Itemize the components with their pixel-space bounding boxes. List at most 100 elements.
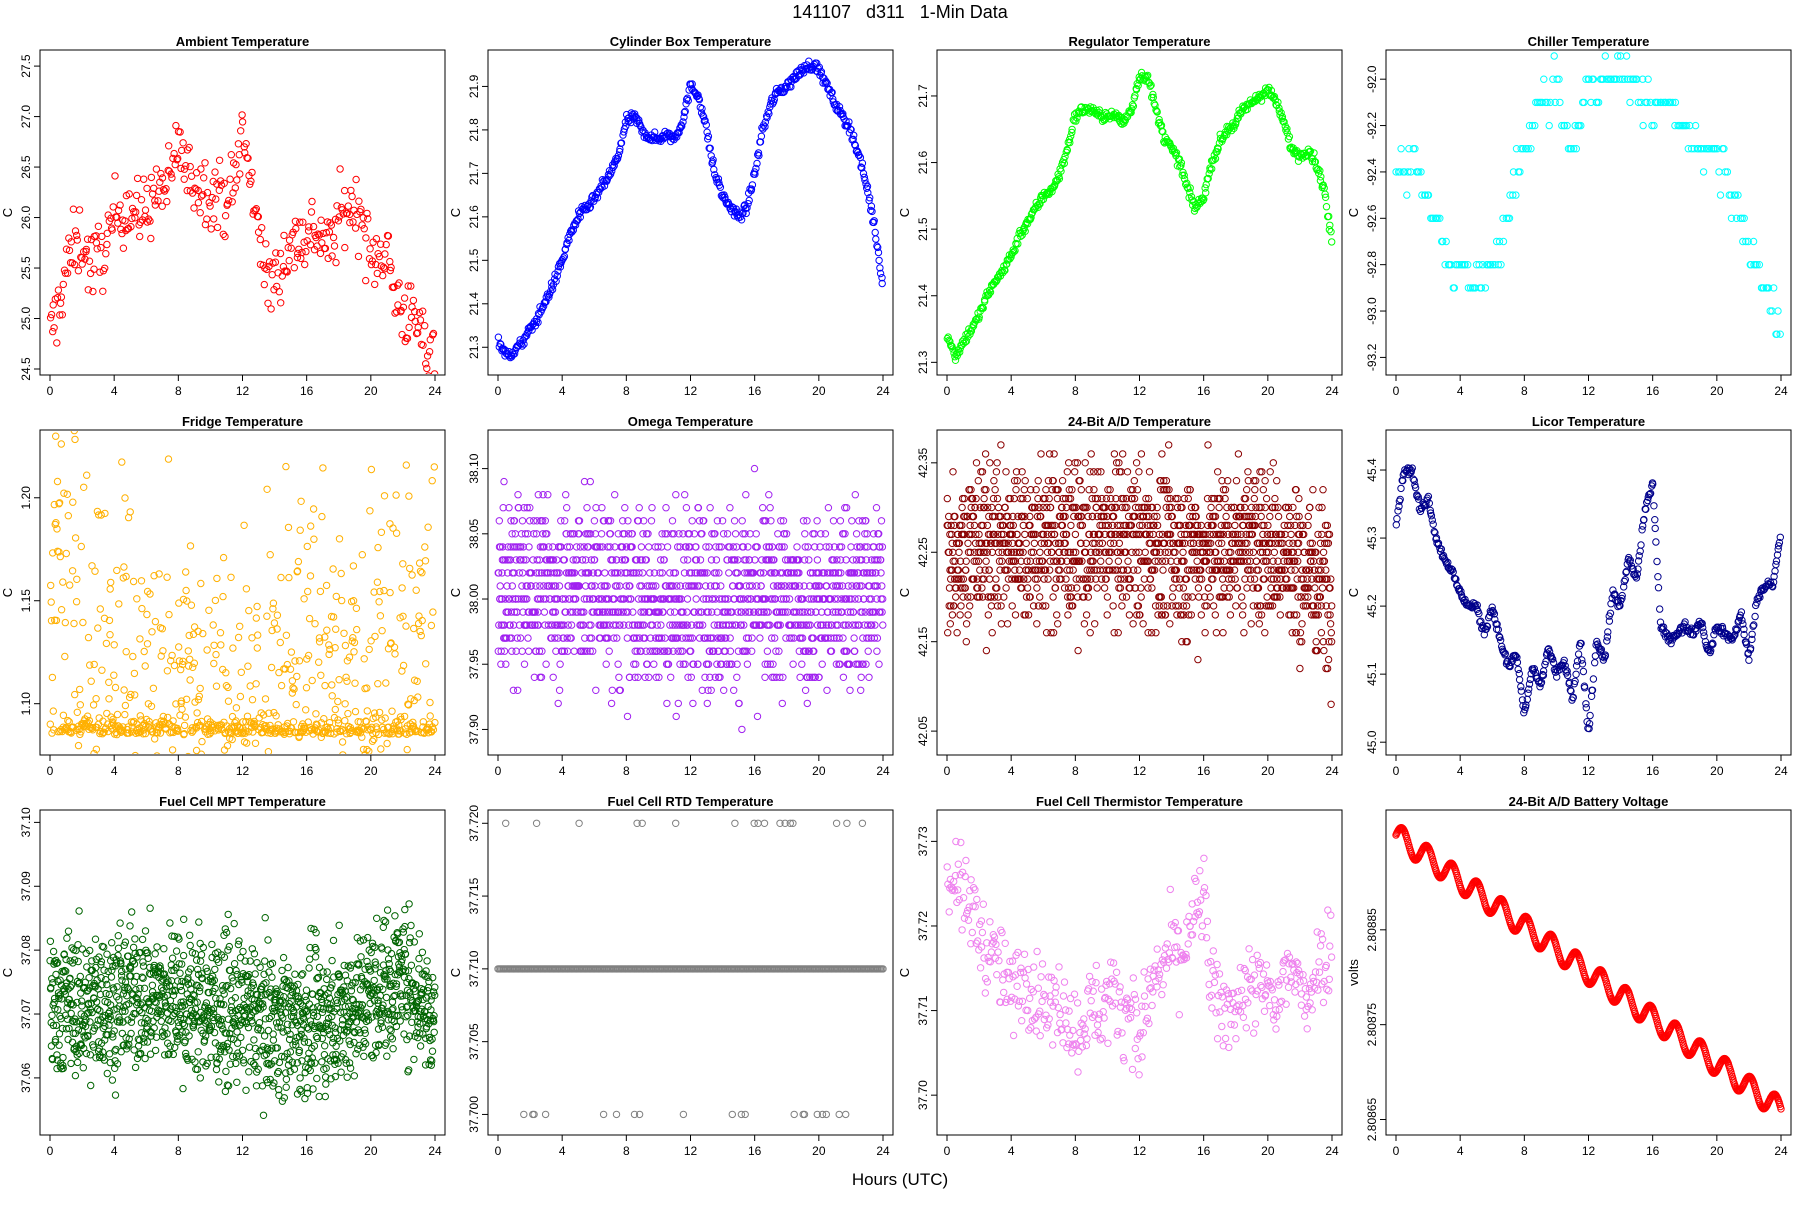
data-point [731, 687, 737, 693]
data-point [345, 710, 351, 716]
plot-frame [40, 430, 445, 755]
data-point [237, 623, 243, 629]
data-point [1123, 594, 1129, 600]
data-point [50, 708, 56, 714]
data-point [223, 683, 229, 689]
data-point [318, 672, 324, 678]
data-point [202, 160, 208, 166]
data-point [98, 244, 104, 250]
data-point [212, 597, 218, 603]
data-point [253, 615, 259, 621]
data-point [237, 693, 243, 699]
data-point [1515, 169, 1521, 175]
data-point [294, 673, 300, 679]
x-tick-label: 0 [495, 764, 502, 778]
data-point [252, 740, 258, 746]
data-point [404, 746, 410, 752]
data-point [1180, 549, 1186, 555]
y-tick-label: 42.05 [916, 716, 930, 746]
data-point [71, 620, 77, 626]
data-point [268, 306, 274, 312]
data-point [198, 166, 204, 172]
data-point [293, 701, 299, 707]
data-point [344, 678, 350, 684]
data-point [288, 649, 294, 655]
data-point [134, 596, 140, 602]
data-point [187, 163, 193, 169]
data-point [876, 257, 882, 263]
data-point [198, 751, 204, 757]
data-point [799, 661, 805, 667]
data-point [165, 456, 171, 462]
data-point [361, 656, 367, 662]
x-tick-label: 0 [944, 764, 951, 778]
data-point [840, 674, 846, 680]
data-point [697, 557, 703, 563]
data-point [181, 722, 187, 728]
data-point [286, 574, 292, 580]
data-point [1055, 621, 1061, 627]
data-point [563, 492, 569, 498]
data-point [197, 210, 203, 216]
data-point [345, 203, 351, 209]
data-point [1640, 122, 1646, 128]
data-point [264, 486, 270, 492]
data-point [1051, 451, 1057, 457]
data-point [220, 593, 226, 599]
data-point [519, 518, 525, 524]
data-point [642, 674, 648, 680]
data-point [1087, 630, 1093, 636]
data-point [71, 427, 77, 433]
y-tick-label: 21.5 [467, 248, 481, 272]
data-point [100, 288, 106, 294]
data-point [127, 509, 133, 515]
data-point [1024, 495, 1030, 501]
data-point [986, 567, 992, 573]
data-point [389, 708, 395, 714]
data-point [333, 259, 339, 265]
data-point [164, 810, 170, 816]
data-point [290, 719, 296, 725]
y-tick-label: 21.7 [916, 84, 930, 108]
x-tick-label: 8 [1521, 384, 1528, 398]
data-point [947, 621, 953, 627]
data-point [1153, 630, 1159, 636]
data-point [879, 583, 885, 589]
data-point [210, 622, 216, 628]
data-point [1138, 594, 1144, 600]
data-point [675, 700, 681, 706]
data-point [1064, 469, 1070, 475]
data-point [664, 700, 670, 706]
y-tick-label: -92.8 [1365, 251, 1379, 279]
data-point [149, 629, 155, 635]
y-tick-label: 42.25 [916, 537, 930, 567]
data-point [364, 708, 370, 714]
data-point [673, 492, 679, 498]
y-axis-label: C [0, 588, 15, 597]
data-point [616, 674, 622, 680]
data-point [302, 261, 308, 267]
data-point [319, 513, 325, 519]
data-point [849, 518, 855, 524]
data-point [241, 522, 247, 528]
data-point [1557, 99, 1563, 105]
data-point [1117, 585, 1123, 591]
data-point [1104, 612, 1110, 618]
data-point [724, 531, 730, 537]
data-point [77, 686, 83, 692]
data-point [682, 492, 688, 498]
x-tick-label: 16 [748, 384, 762, 398]
data-point [374, 579, 380, 585]
data-point [1104, 594, 1110, 600]
data-point [350, 563, 356, 569]
data-point [102, 510, 108, 516]
data-point [173, 122, 179, 128]
data-point [383, 819, 389, 825]
data-point [184, 770, 190, 776]
data-point [320, 465, 326, 471]
data-point [1037, 549, 1043, 555]
data-point [992, 487, 998, 493]
y-tick-label: 37.95 [467, 649, 481, 679]
panel-title: Cylinder Box Temperature [610, 34, 772, 49]
